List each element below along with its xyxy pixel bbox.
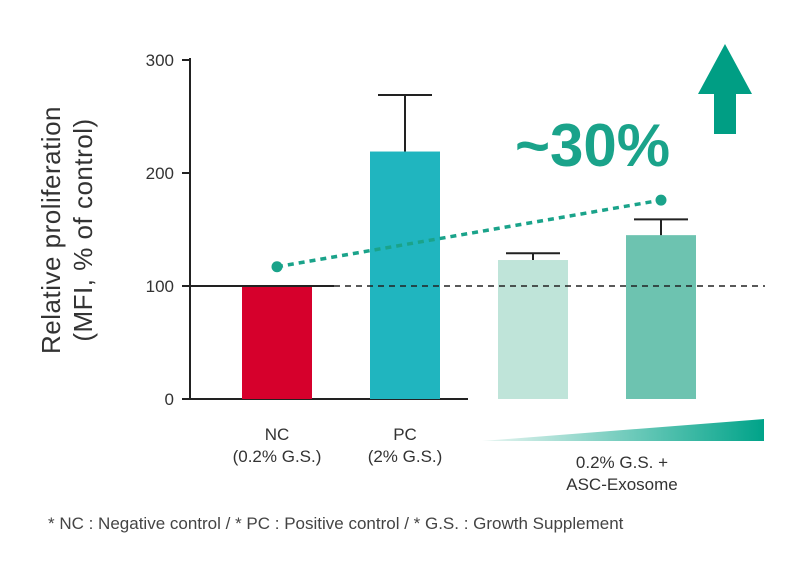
trend-point-start [271,261,283,273]
y-tick-label: 100 [146,277,174,296]
y-tick-label: 0 [165,390,174,409]
category-label-2-line-2: (2% G.S.) [368,447,443,466]
error-bars [378,94,688,261]
overlay [190,194,765,287]
trend-point-end [655,194,667,206]
y-axis-label: Relative proliferation (MFI, % of contro… [36,106,98,354]
y-tick-label: 200 [146,164,174,183]
category-labels: NC (0.2% G.S.) PC (2% G.S.) [233,425,443,466]
up-arrow-icon [698,44,752,134]
y-tick-label: 300 [146,51,174,70]
category-label-1-line-1: NC [265,425,290,444]
y-axis-label-line-1: Relative proliferation [36,106,66,354]
increase-annotation: ~30% [515,112,670,179]
concentration-gradient-wedge [482,419,764,441]
bars [242,151,696,399]
group-label-line-2: ASC-Exosome [566,475,677,494]
group-label-line-1: 0.2% G.S. + [576,453,668,472]
y-axis-label-line-2: (MFI, % of control) [68,118,98,341]
trend-line [276,198,662,269]
bar-2 [370,151,440,399]
footnote: * NC : Negative control / * PC : Positiv… [48,514,624,533]
bar-3 [498,260,568,399]
category-label-1-line-2: (0.2% G.S.) [233,447,322,466]
y-ticks: 0 100 200 300 [146,51,190,409]
category-label-2-line-1: PC [393,425,417,444]
bar-4 [626,235,696,399]
bar-1 [242,286,312,399]
